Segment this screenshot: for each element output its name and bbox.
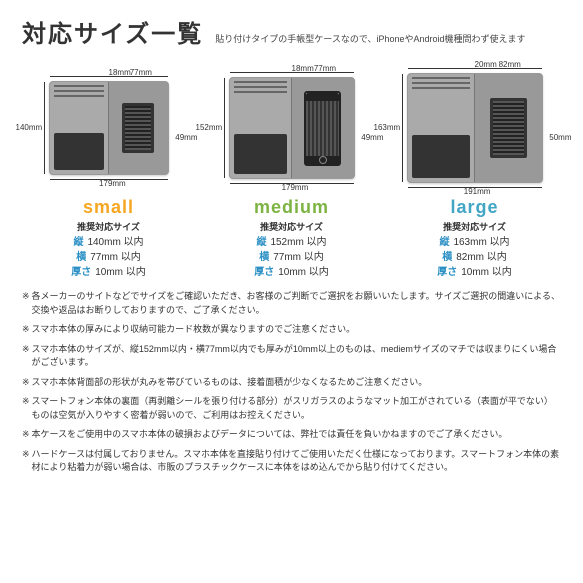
note-item: ※スマホ本体背面部の形状が丸みを帯びているものは、接着面積が少なくなるためご注意… bbox=[22, 376, 561, 390]
case-diagram: 20mm 82mm 163mm 50mm 191mm bbox=[388, 63, 561, 193]
size-sub: 推奨対応サイズ bbox=[260, 220, 323, 233]
page-title: 対応サイズ一覧 bbox=[22, 14, 203, 49]
specs: 縦152mm 以内横77mm 以内厚さ10mm 以内 bbox=[254, 235, 329, 280]
case-diagram: 18mm 77mm 140mm 49mm 179mm bbox=[22, 63, 195, 193]
product-row: 18mm 77mm 140mm 49mm 179mm small 推奨対応サイズ… bbox=[22, 63, 561, 280]
pad-icon bbox=[490, 98, 527, 157]
notes-section: ※各メーカーのサイトなどでサイズをご確認いただき、お客様のご判断でご選択をお願い… bbox=[22, 290, 561, 475]
note-item: ※各メーカーのサイトなどでサイズをご確認いただき、お客様のご判断でご選択をお願い… bbox=[22, 290, 561, 317]
note-item: ※本ケースをご使用中のスマホ本体の破損およびデータについては、弊社では責任を負い… bbox=[22, 428, 561, 442]
note-item: ※スマホ本体のサイズが、縦152mm以内・横77mm以内でも厚みが10mm以上の… bbox=[22, 343, 561, 370]
case-diagram: 18mm 77mm 152mm 49mm 179mm bbox=[205, 63, 378, 193]
page-subtitle: 貼り付けタイプの手帳型ケースなので、iPhoneやAndroid機種問わず使えま… bbox=[215, 32, 525, 45]
size-sub: 推奨対応サイズ bbox=[443, 220, 506, 233]
size-label: large bbox=[450, 197, 498, 218]
phone-icon bbox=[304, 91, 341, 166]
note-item: ※スマートフォン本体の裏面（再剥離シールを張り付ける部分）がスリガラスのようなマ… bbox=[22, 395, 561, 422]
size-label: medium bbox=[254, 197, 329, 218]
specs: 縦163mm 以内横82mm 以内厚さ10mm 以内 bbox=[437, 235, 512, 280]
header: 対応サイズ一覧 貼り付けタイプの手帳型ケースなので、iPhoneやAndroid… bbox=[22, 14, 561, 49]
specs: 縦140mm 以内横77mm 以内厚さ10mm 以内 bbox=[71, 235, 146, 280]
product-medium: 18mm 77mm 152mm 49mm 179mm medium 推奨対応サイ… bbox=[205, 63, 378, 280]
note-item: ※スマホ本体の厚みにより収納可能カード枚数が異なりますのでご注意ください。 bbox=[22, 323, 561, 337]
product-large: 20mm 82mm 163mm 50mm 191mm large 推奨対応サイズ… bbox=[388, 63, 561, 280]
size-label: small bbox=[83, 197, 134, 218]
note-item: ※ハードケースは付属しておりません。スマホ本体を直接貼り付けてご使用いただく仕様… bbox=[22, 448, 561, 475]
product-small: 18mm 77mm 140mm 49mm 179mm small 推奨対応サイズ… bbox=[22, 63, 195, 280]
size-sub: 推奨対応サイズ bbox=[77, 220, 140, 233]
pad-icon bbox=[122, 103, 154, 154]
